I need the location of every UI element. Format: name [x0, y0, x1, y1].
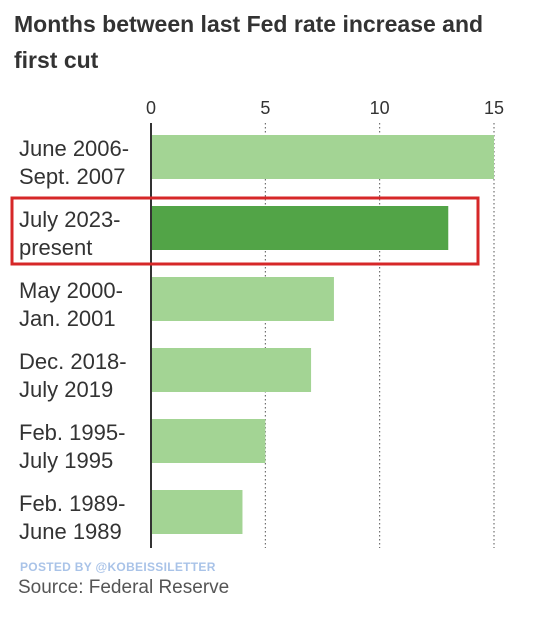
- category-label-4-1: July 1995: [19, 448, 113, 473]
- watermark-text: POSTED BY @KOBEISSILETTER: [20, 560, 216, 574]
- x-tick-label-10: 10: [370, 98, 390, 118]
- bar-3: [151, 348, 312, 392]
- bar-4: [151, 419, 266, 463]
- x-tick-label-0: 0: [146, 98, 156, 118]
- bar-1: [151, 206, 449, 250]
- bar-5: [151, 490, 243, 534]
- x-tick-label-5: 5: [260, 98, 270, 118]
- category-label-5-0: Feb. 1989-: [19, 491, 125, 516]
- category-label-0-0: June 2006-: [19, 136, 129, 161]
- category-label-5-1: June 1989: [19, 519, 122, 544]
- bar-2: [151, 277, 334, 321]
- source-note: Source: Federal Reserve: [18, 577, 230, 598]
- chart-title: Months between last Fed rate increase an…: [14, 11, 484, 73]
- category-label-2-1: Jan. 2001: [19, 306, 116, 331]
- highlight-box: [10, 196, 480, 266]
- x-tick-label-15: 15: [484, 98, 504, 118]
- category-label-4-0: Feb. 1995-: [19, 420, 125, 445]
- category-label-3-0: Dec. 2018-: [19, 349, 127, 374]
- category-label-2-0: May 2000-: [19, 278, 123, 303]
- bar-0: [151, 135, 494, 179]
- category-label-1-1: present: [19, 235, 92, 260]
- bar-chart: 0 5 10 15 June 2006- Sept. 2007 July 2023- pres…: [10, 98, 504, 548]
- category-label-3-1: July 2019: [19, 377, 113, 402]
- category-label-1-0: July 2023-: [19, 207, 121, 232]
- category-label-0-1: Sept. 2007: [19, 164, 125, 189]
